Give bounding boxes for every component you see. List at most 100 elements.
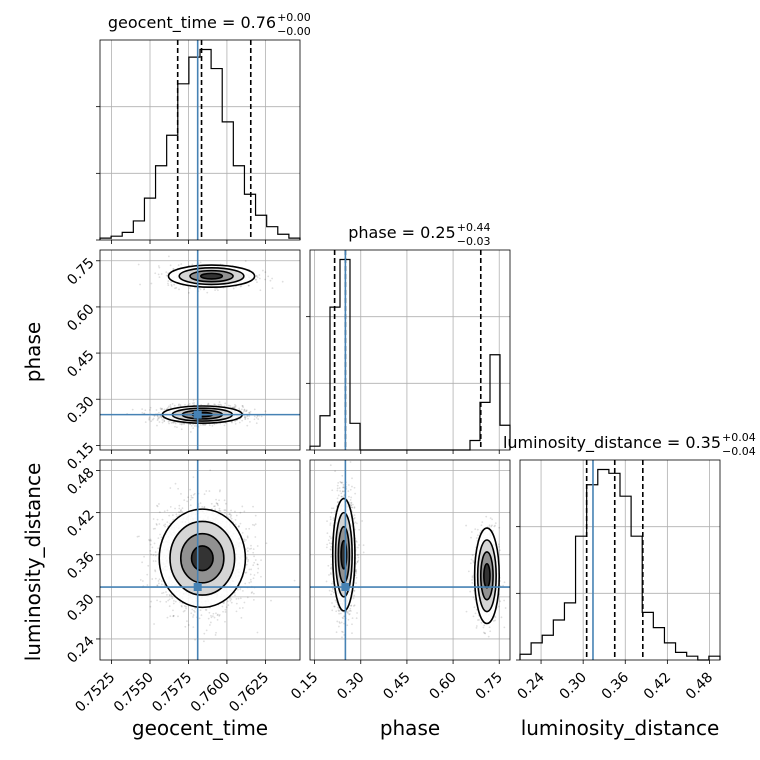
sample-point — [171, 597, 174, 600]
sample-point — [224, 620, 226, 623]
sample-point — [230, 598, 233, 601]
sample-point — [167, 420, 170, 423]
sample-point — [246, 424, 249, 427]
sample-point — [174, 425, 176, 428]
sample-point — [157, 265, 160, 267]
sample-point — [175, 513, 178, 516]
sample-point — [217, 613, 219, 616]
sample-point — [146, 573, 149, 576]
sample-point — [205, 629, 208, 632]
sample-point — [151, 546, 154, 549]
sample-point — [155, 523, 158, 525]
sample-point — [235, 610, 238, 613]
sample-point — [260, 575, 262, 578]
sample-point — [252, 505, 254, 508]
sample-point — [260, 559, 262, 561]
sample-point — [161, 418, 164, 421]
sample-point — [199, 288, 202, 291]
truth-marker — [193, 410, 202, 419]
sample-point — [180, 605, 183, 608]
sample-point — [248, 548, 251, 550]
sample-point — [154, 527, 156, 530]
sample-point — [251, 591, 254, 594]
sample-point — [244, 418, 247, 421]
sample-point — [187, 496, 189, 499]
sample-point — [187, 624, 190, 626]
sample-point — [241, 505, 244, 508]
sample-point — [228, 597, 231, 600]
sample-point — [230, 509, 232, 512]
sample-point — [203, 506, 205, 509]
sample-point — [167, 282, 169, 285]
sample-point — [210, 614, 212, 617]
sample-point — [158, 503, 160, 505]
sample-point — [256, 281, 258, 284]
sample-point — [245, 557, 248, 560]
sample-point — [209, 621, 212, 624]
sample-point — [172, 599, 175, 602]
axes-frame — [99, 459, 301, 661]
sample-point — [169, 594, 171, 597]
sample-point — [247, 284, 250, 287]
sample-point — [178, 504, 181, 507]
sample-point — [259, 289, 262, 292]
sample-point — [159, 533, 161, 536]
axes-frame — [99, 39, 301, 241]
sample-point — [156, 505, 159, 508]
sample-point — [218, 401, 221, 403]
sample-point — [201, 506, 204, 508]
sample-point — [167, 406, 169, 409]
sample-point — [213, 403, 216, 406]
sample-point — [179, 510, 182, 512]
sample-point — [193, 492, 196, 495]
sample-point — [207, 402, 210, 405]
sample-point — [186, 500, 189, 503]
sample-point — [205, 609, 208, 611]
sample-point — [213, 423, 216, 426]
sample-point — [244, 571, 247, 574]
sample-point — [154, 560, 157, 563]
sample-point — [172, 614, 175, 617]
sample-point — [180, 422, 183, 425]
sample-point — [179, 423, 181, 425]
contour-line — [189, 269, 234, 283]
sample-point — [224, 509, 227, 512]
sample-point — [164, 525, 167, 528]
sample-point — [191, 608, 194, 611]
sample-point — [246, 550, 249, 552]
sample-point — [160, 408, 162, 411]
sample-point — [218, 404, 220, 407]
axes-frame — [519, 459, 721, 661]
sample-point — [223, 509, 226, 512]
sample-point — [177, 264, 180, 267]
sample-point — [157, 580, 160, 582]
sample-point — [174, 507, 176, 510]
sample-point — [182, 422, 184, 425]
sample-point — [202, 288, 205, 291]
contour-line — [158, 508, 247, 609]
sample-point — [200, 614, 203, 617]
sample-point — [264, 278, 266, 281]
sample-point — [172, 268, 175, 270]
sample-point — [160, 415, 163, 418]
sample-point — [199, 423, 202, 426]
sample-point — [177, 615, 179, 618]
sample-point — [172, 615, 175, 618]
sample-point — [218, 509, 221, 512]
sample-point — [244, 416, 246, 419]
sample-point — [174, 600, 177, 603]
sample-point — [157, 273, 160, 276]
sample-point — [198, 617, 201, 620]
sample-point — [253, 574, 256, 576]
sample-point — [168, 598, 171, 601]
sample-point — [168, 605, 171, 608]
sample-point — [217, 504, 219, 507]
sample-point — [349, 461, 352, 463]
sample-point — [240, 284, 243, 287]
sample-point — [160, 580, 163, 582]
sample-point — [151, 418, 154, 421]
sample-point — [144, 421, 147, 424]
sample-point — [244, 410, 247, 413]
sample-point — [202, 424, 205, 426]
sample-point — [216, 614, 219, 617]
